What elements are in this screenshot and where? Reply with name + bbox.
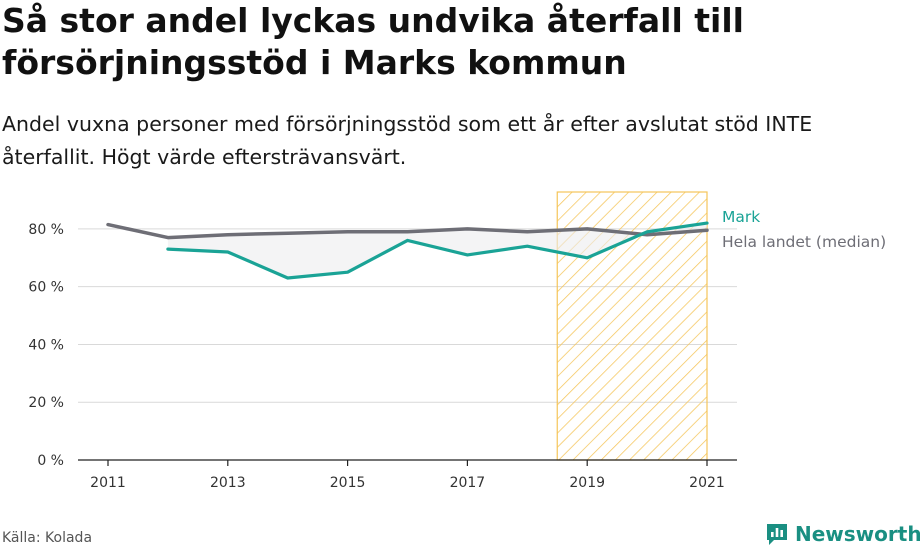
x-tick-label: 2019	[569, 475, 605, 491]
y-tick-label: 40 %	[28, 337, 64, 353]
brand-name: Newsworthy	[795, 522, 920, 546]
y-tick-label: 0 %	[37, 453, 64, 469]
brand-logo-block: Newsworthy	[765, 520, 920, 548]
chart-title: Så stor andel lyckas undvika återfall ti…	[2, 1, 744, 82]
chart-subtitle: Andel vuxna personer med försörjningsstö…	[2, 112, 813, 169]
series-label-median: Hela landet (median)	[722, 233, 886, 251]
series-line-mark	[166, 221, 709, 280]
y-tick-label: 80 %	[28, 222, 64, 238]
newsworthy-logo-icon	[767, 524, 787, 545]
gap-area	[167, 223, 707, 278]
y-tick-label: 60 %	[28, 280, 64, 296]
x-tick-label: 2021	[689, 475, 725, 491]
x-tick-label: 2011	[90, 475, 126, 491]
source-note: Källa: Kolada	[2, 530, 93, 546]
y-tick-label: 20 %	[28, 395, 64, 411]
x-tick-label: 2015	[330, 475, 366, 491]
series-line-median	[106, 222, 709, 240]
series-label-mark: Mark	[722, 208, 760, 226]
x-tick-label: 2013	[210, 475, 246, 491]
x-tick-label: 2017	[450, 475, 486, 491]
